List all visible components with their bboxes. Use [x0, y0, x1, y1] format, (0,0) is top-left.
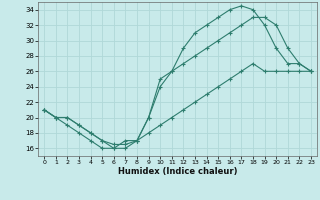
- X-axis label: Humidex (Indice chaleur): Humidex (Indice chaleur): [118, 167, 237, 176]
